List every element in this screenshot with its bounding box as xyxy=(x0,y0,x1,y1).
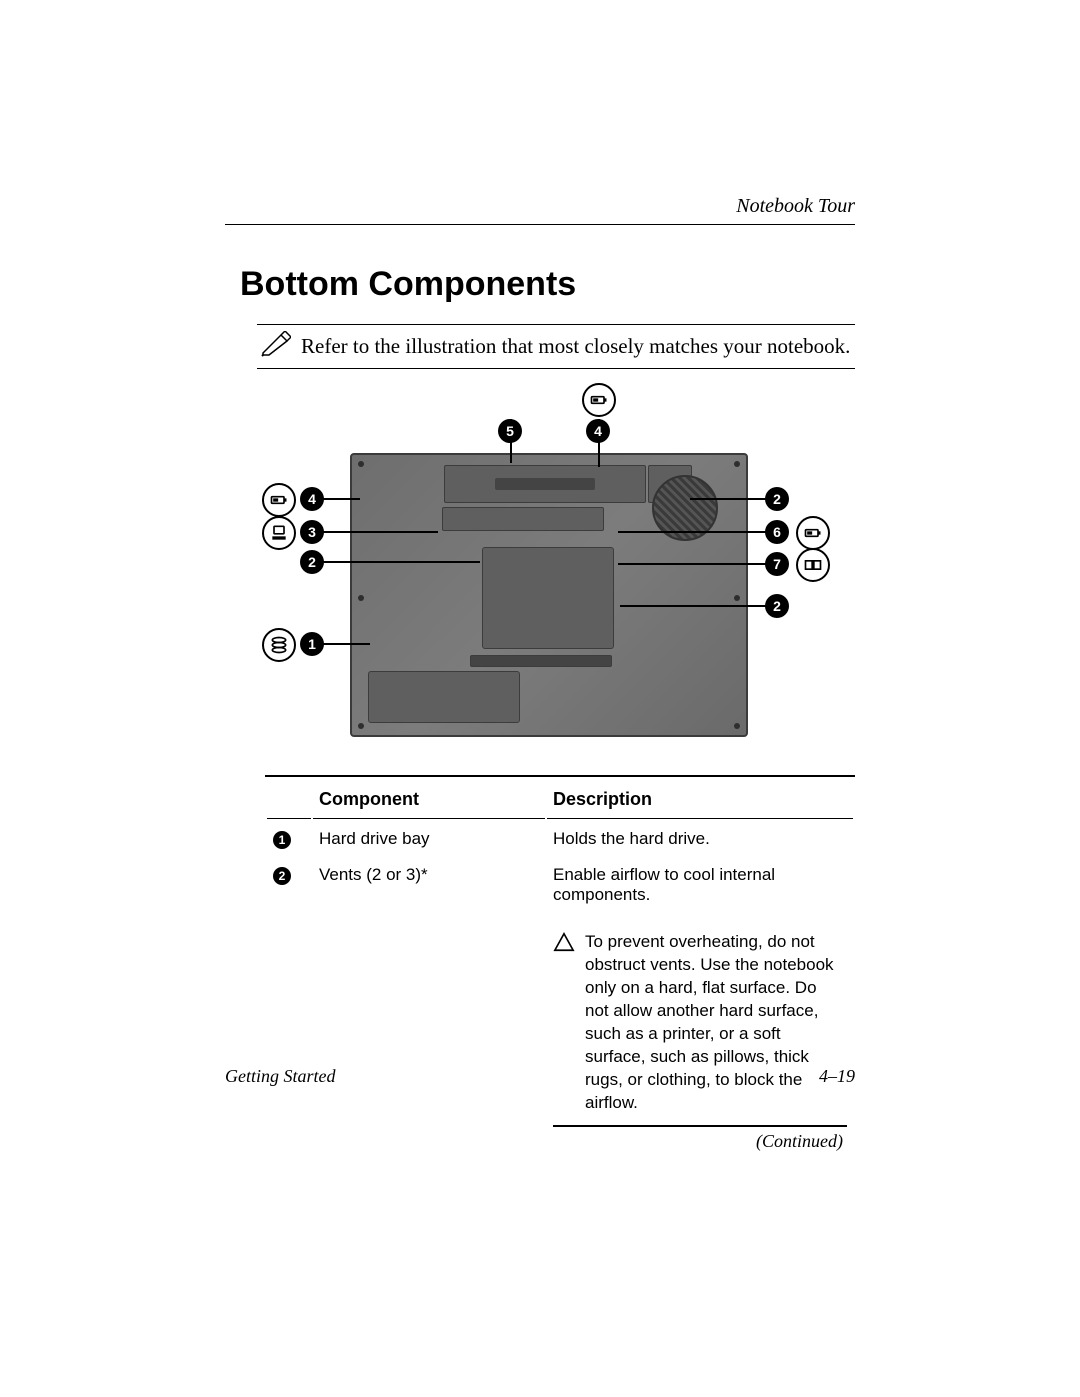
row-component: Hard drive bay xyxy=(313,821,545,855)
caution-icon xyxy=(553,931,575,958)
table-head-description: Description xyxy=(547,779,853,819)
footer-left: Getting Started xyxy=(225,1066,336,1087)
row-description: Holds the hard drive. xyxy=(547,821,853,855)
memory-icon xyxy=(796,548,830,582)
callout-number-3: 3 xyxy=(300,520,324,544)
table-row-caution: To prevent overheating, do not obstruct … xyxy=(267,913,853,1158)
page-footer: Getting Started 4–19 xyxy=(225,1066,855,1087)
page-heading: Bottom Components xyxy=(225,265,855,304)
laptop-body xyxy=(350,453,748,737)
hard-drive-icon xyxy=(262,628,296,662)
battery-icon xyxy=(262,483,296,517)
footer-right: 4–19 xyxy=(819,1066,855,1087)
dock-icon xyxy=(262,516,296,550)
header-section-title: Notebook Tour xyxy=(225,195,855,225)
battery-icon xyxy=(796,516,830,550)
note-icon xyxy=(261,331,291,362)
callout-number-2-left: 2 xyxy=(300,550,324,574)
table-row: 2 Vents (2 or 3)* Enable airflow to cool… xyxy=(267,857,853,911)
callout-number-4-left: 4 xyxy=(300,487,324,511)
document-page: Notebook Tour Bottom Components Refer to… xyxy=(0,0,1080,1397)
callout-number-5: 5 xyxy=(498,419,522,443)
row-number-icon: 2 xyxy=(273,867,291,885)
components-table: Component Description 1 Hard drive bay H… xyxy=(265,775,855,1160)
note-text: Refer to the illustration that most clos… xyxy=(301,334,850,359)
callout-number-6: 6 xyxy=(765,520,789,544)
table-head-component: Component xyxy=(313,779,545,819)
callout-number-2-rt: 2 xyxy=(765,487,789,511)
row-component: Vents (2 or 3)* xyxy=(313,857,545,911)
table-row: 1 Hard drive bay Holds the hard drive. xyxy=(267,821,853,855)
callout-number-1: 1 xyxy=(300,632,324,656)
bottom-components-diagram: 5 4 4 3 2 1 2 6 xyxy=(230,383,850,753)
callout-number-2-rb: 2 xyxy=(765,594,789,618)
battery-icon xyxy=(582,383,616,417)
continued-label: (Continued) xyxy=(553,1127,847,1152)
callout-number-7: 7 xyxy=(765,552,789,576)
row-description: Enable airflow to cool internal componen… xyxy=(547,857,853,911)
callout-number-4-top: 4 xyxy=(586,419,610,443)
note-row: Refer to the illustration that most clos… xyxy=(257,324,855,369)
row-number-icon: 1 xyxy=(273,831,291,849)
